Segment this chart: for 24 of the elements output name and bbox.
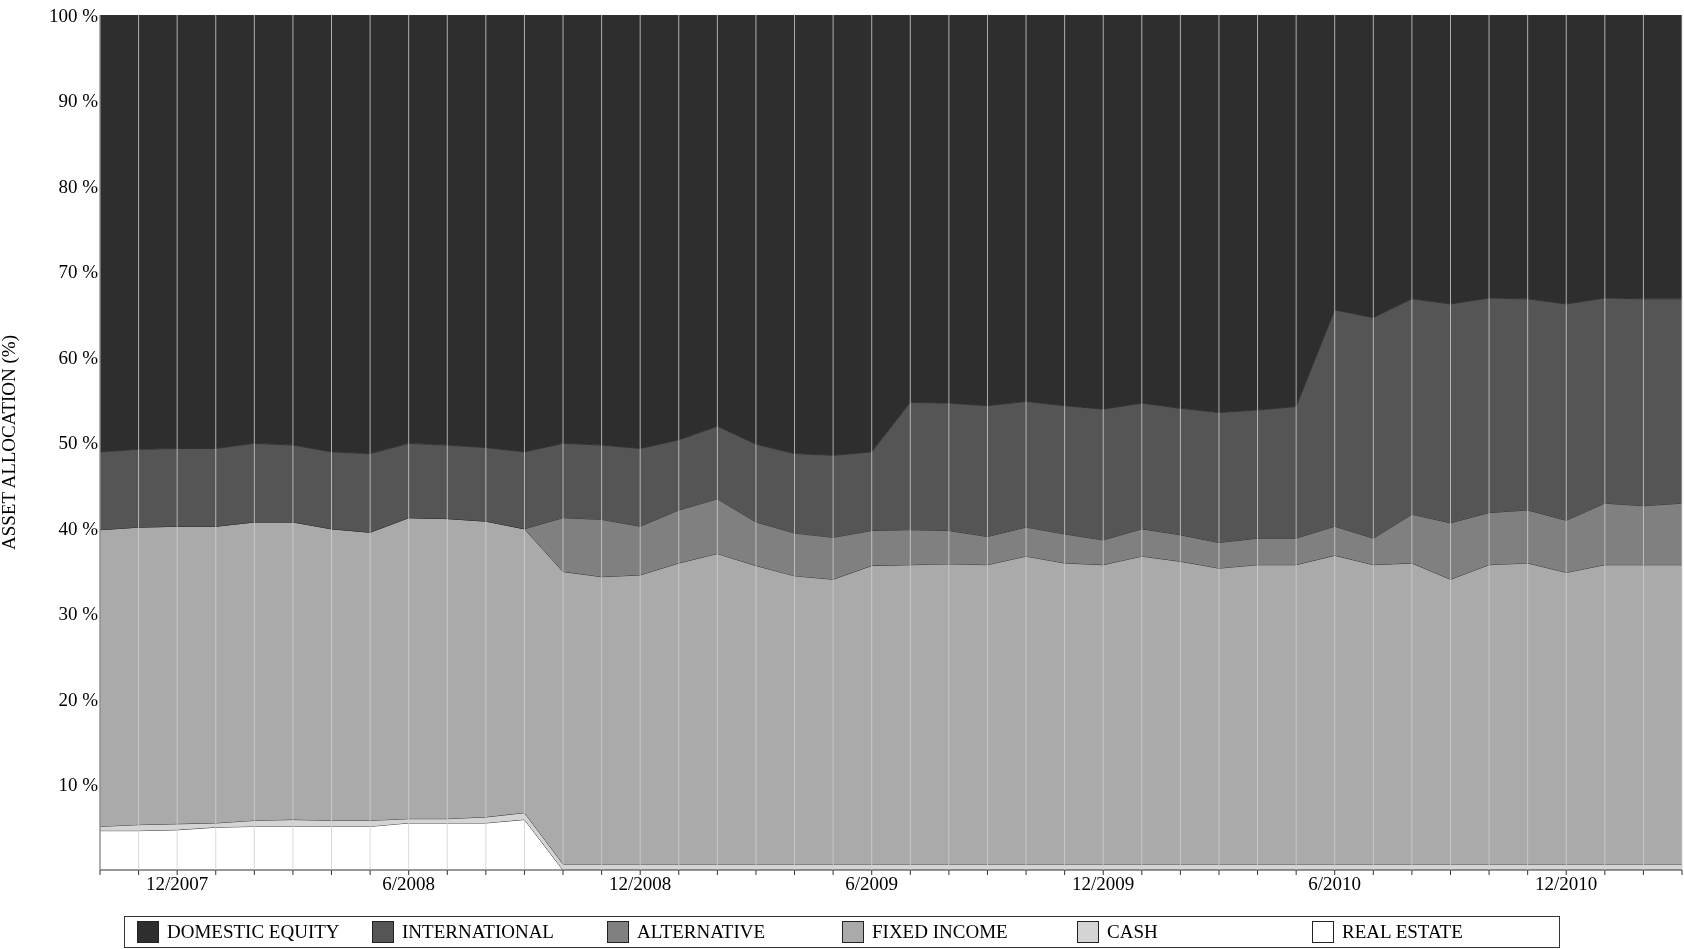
legend-label: ALTERNATIVE: [637, 921, 766, 943]
legend-label: DOMESTIC EQUITY: [167, 921, 340, 943]
legend-label: REAL ESTATE: [1342, 921, 1463, 943]
y-tick-label: 40 %: [58, 517, 99, 539]
x-tick-label: 12/2008: [609, 873, 672, 895]
x-tick-label: 12/2010: [1535, 873, 1598, 895]
legend-label: CASH: [1107, 921, 1158, 943]
x-tick-label: 6/2009: [845, 873, 899, 895]
y-tick-label: 20 %: [58, 688, 99, 710]
x-tick-label: 6/2008: [382, 873, 436, 895]
y-axis-title: ASSET ALLOCATION (%): [0, 335, 20, 550]
y-tick-label: 50 %: [58, 432, 99, 454]
y-tick-label: 80 %: [58, 175, 99, 197]
y-tick-label: 90 %: [58, 90, 99, 112]
y-tick-label: 10 %: [58, 774, 99, 796]
x-tick-label: 12/2009: [1072, 873, 1135, 895]
legend-label: FIXED INCOME: [872, 921, 1008, 943]
x-tick-label: 6/2010: [1308, 873, 1362, 895]
y-tick-label: 100 %: [48, 4, 99, 26]
y-tick-label: 30 %: [58, 603, 99, 625]
x-tick-label: 12/2007: [146, 873, 209, 895]
legend-label: INTERNATIONAL: [402, 921, 554, 943]
y-tick-label: 70 %: [58, 261, 99, 283]
y-tick-label: 60 %: [58, 346, 99, 368]
